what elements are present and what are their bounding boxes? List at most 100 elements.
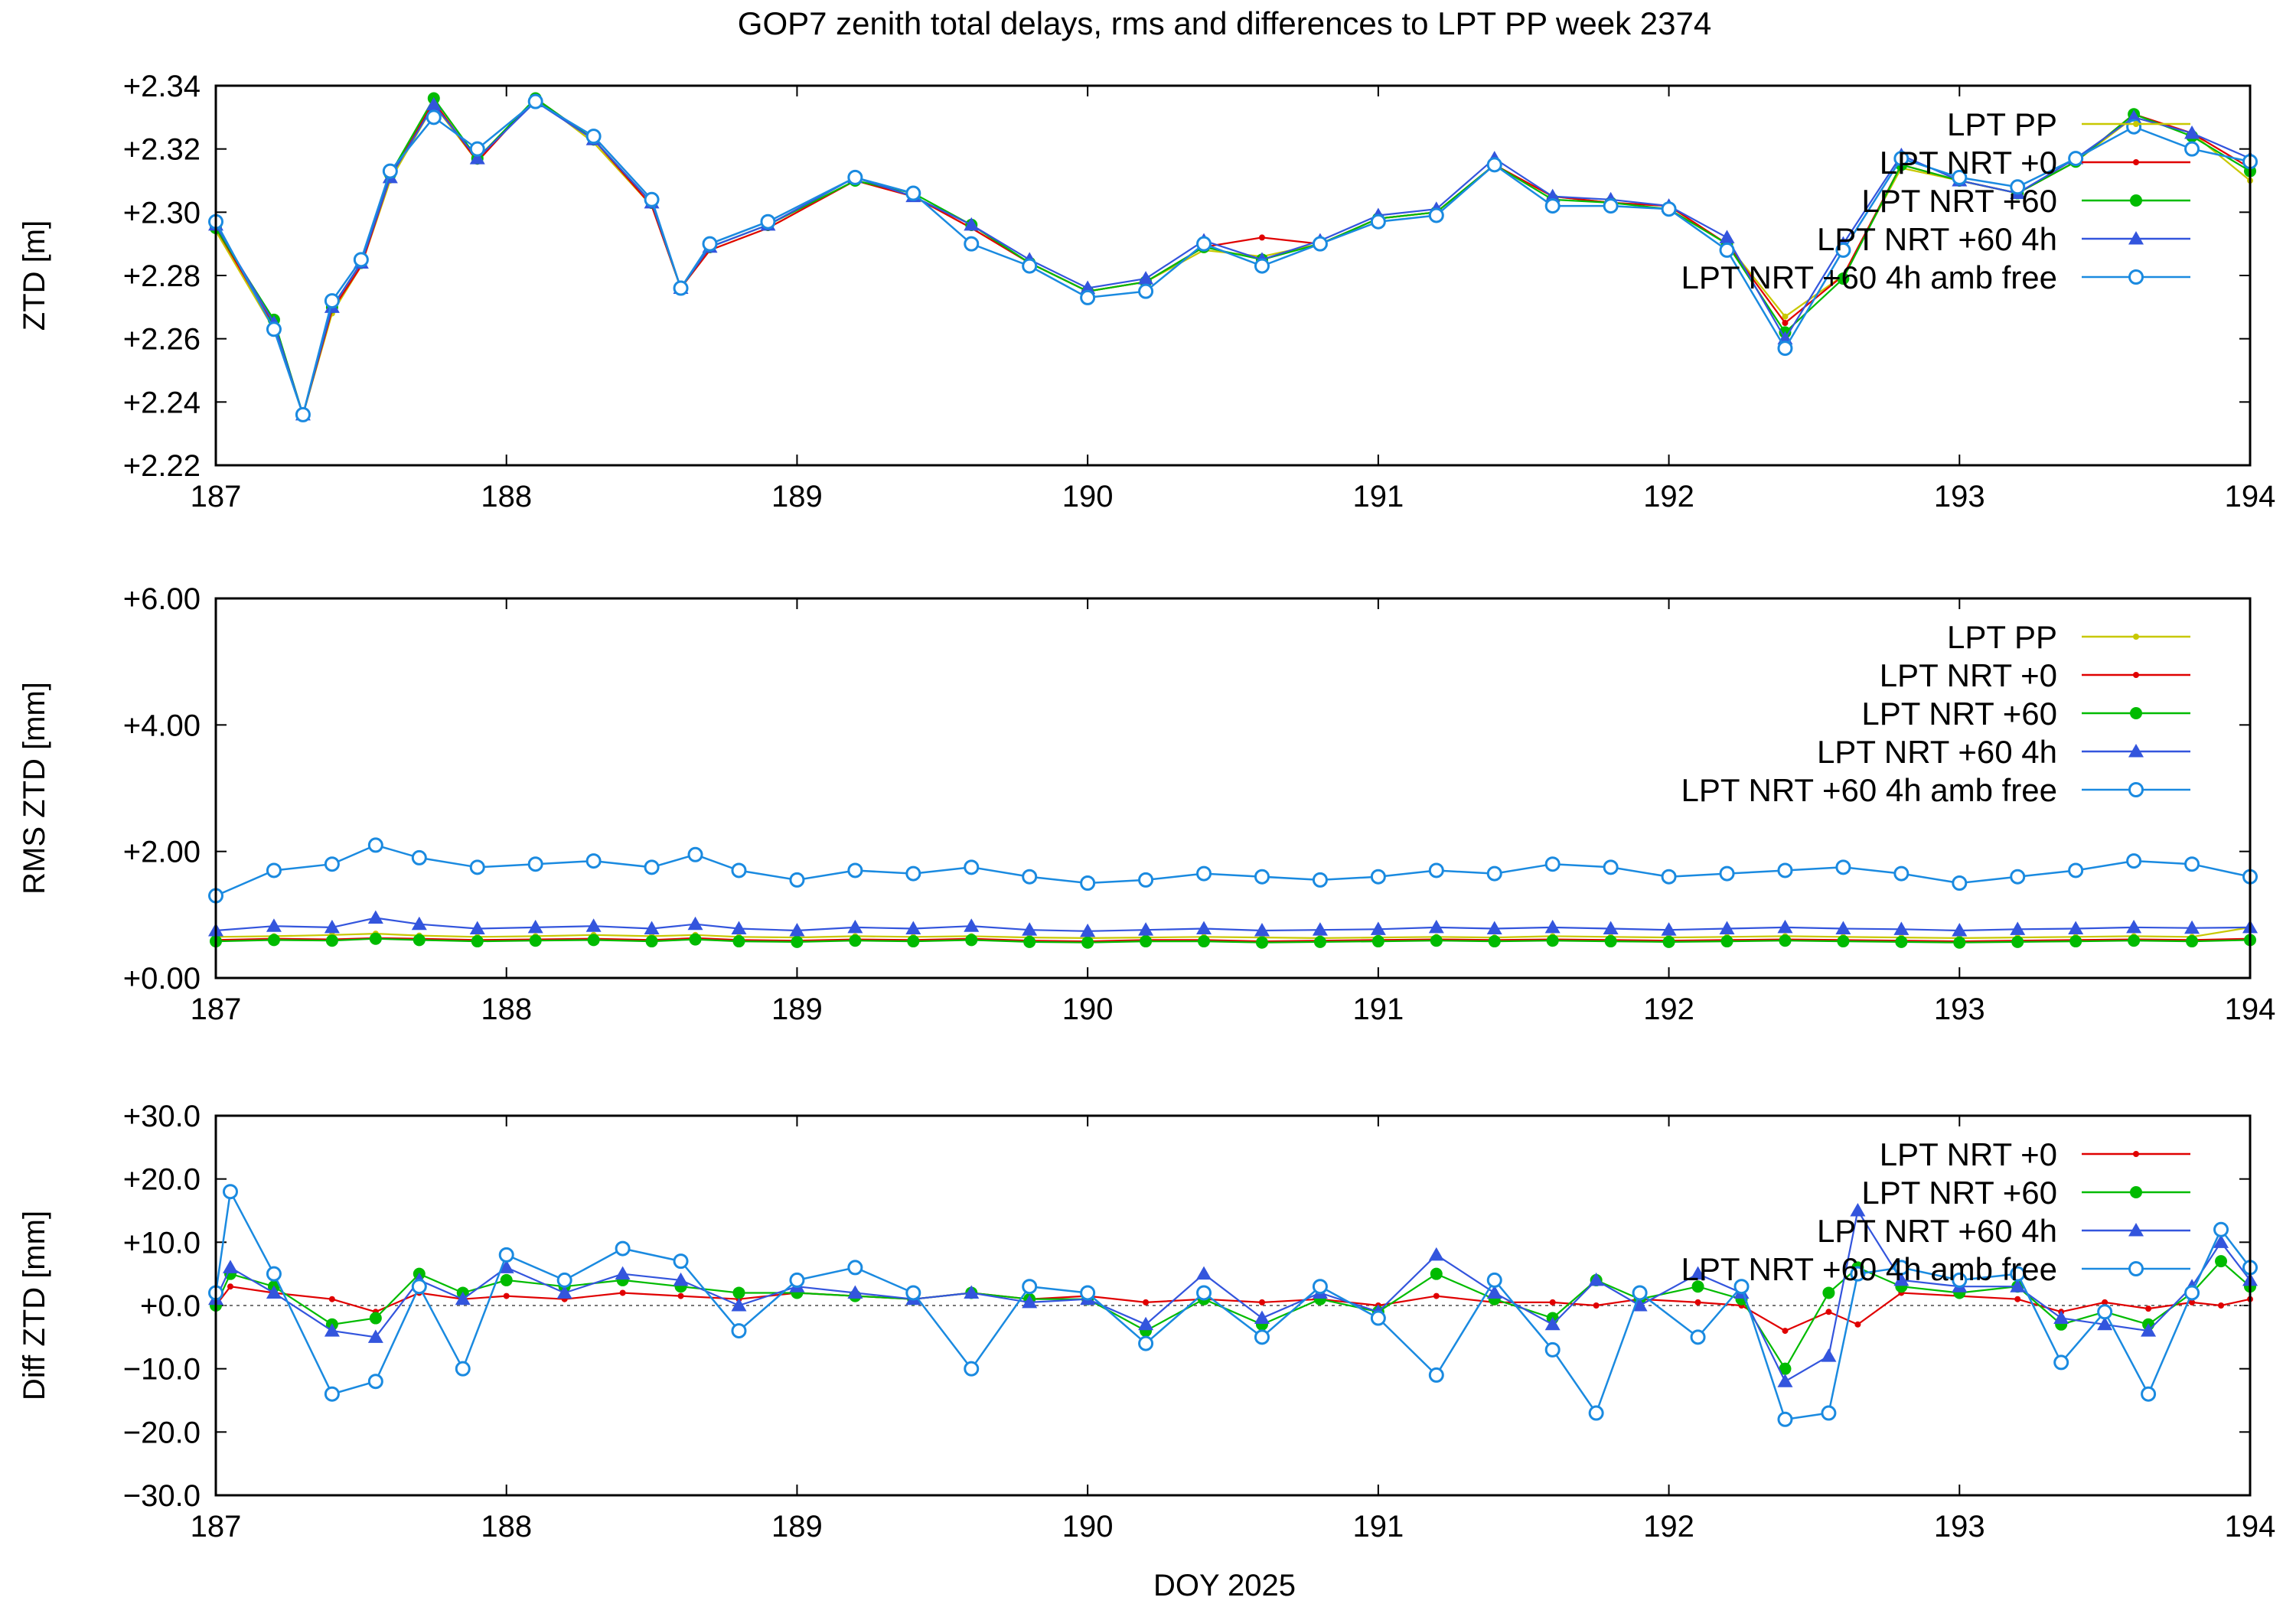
rms-data-point (2126, 919, 2142, 934)
diff-data-point (1825, 1309, 1832, 1315)
diff-data-point (731, 1323, 747, 1339)
rms-data-point (1312, 872, 1328, 888)
rms-data-point (1488, 935, 1501, 948)
diff-data-point (324, 1323, 340, 1337)
rms-data-point (1312, 922, 1328, 936)
diff-data-point (2213, 1221, 2229, 1237)
ztd-x-tick-label: 191 (1352, 480, 1404, 513)
ztd-data-point (1080, 280, 1096, 295)
diff-data-point (1854, 1321, 1861, 1328)
rms-data-point (585, 853, 602, 869)
rms-data-point (1023, 935, 1036, 948)
rms-data-point (1196, 921, 1212, 935)
diff-data-point (2014, 1296, 2021, 1302)
rms-data-point (324, 856, 340, 872)
rms-data-point (1777, 862, 1793, 878)
rms-data-point (469, 859, 485, 875)
rms-series-line (215, 917, 2251, 932)
diff-data-point (1196, 1266, 1212, 1280)
rms-x-tick-label: 188 (481, 993, 532, 1026)
diff-data-point (1258, 1299, 1265, 1305)
rms-data-point (367, 837, 383, 853)
diff-data-point (732, 1286, 745, 1299)
diff-data-point (1312, 1279, 1328, 1295)
rms-data-point (731, 862, 747, 878)
ztd-y-tick-label: +2.34 (123, 70, 201, 103)
rms-data-point (1720, 935, 1733, 948)
rms-data-point (1138, 922, 1154, 936)
diff-data-point (2218, 1302, 2225, 1309)
diff-data-point (2102, 1299, 2108, 1305)
ztd-legend-label: LPT PP (1947, 106, 2057, 142)
rms-series (208, 837, 2258, 904)
rms-data-point (367, 910, 383, 924)
diff-data-point (556, 1285, 572, 1299)
rms-data-point (2010, 921, 2026, 935)
ztd-data-point (527, 93, 543, 109)
ztd-data-point (1782, 313, 1789, 320)
ztd-legend-label: LPT NRT +0 (1880, 145, 2057, 181)
ztd-data-point (1952, 169, 1968, 185)
ztd-data-point (644, 191, 660, 207)
ztd-data-point (1080, 289, 1096, 305)
diff-legend-label: LPT NRT +0 (1880, 1136, 2057, 1172)
diff-data-point (2141, 1386, 2157, 1402)
diff-data-point (455, 1291, 471, 1305)
diff-x-tick-label: 189 (771, 1510, 823, 1543)
rms-data-point (1777, 919, 1793, 934)
rms-data-point (1719, 865, 1735, 882)
ztd-legend-marker (2128, 231, 2144, 245)
ztd-plot-frame (214, 84, 2252, 467)
rms-series (208, 910, 2258, 937)
diff-data-point (324, 1386, 340, 1402)
rms-data-point (1081, 936, 1094, 949)
rms-data-point (1371, 935, 1384, 948)
ztd-x-tick-label: 192 (1643, 480, 1694, 513)
diff-data-point (1080, 1285, 1096, 1301)
ztd-x-tick-label: 189 (771, 480, 823, 513)
rms-data-point (1661, 922, 1677, 936)
rms-x-tick-label: 187 (191, 993, 242, 1026)
rms-data-point (1080, 923, 1096, 937)
rms-data-point (369, 932, 382, 945)
ztd-data-point (382, 163, 398, 179)
ztd-data-point (702, 236, 718, 252)
diff-data-point (1691, 1280, 1704, 1293)
rms-data-point (267, 934, 280, 947)
ztd-x-tick-label: 190 (1062, 480, 1114, 513)
rms-data-point (1313, 935, 1326, 948)
diff-data-point (1544, 1341, 1561, 1358)
diff-data-point (227, 1283, 233, 1290)
ztd-data-point (1782, 320, 1789, 326)
diff-series-line (215, 1286, 2251, 1332)
ztd-data-point (1544, 188, 1561, 203)
diff-data-point (1428, 1367, 1444, 1383)
rms-data-point (2068, 921, 2084, 935)
rms-data-point (645, 935, 658, 948)
rms-data-point (1022, 922, 1038, 936)
ztd-data-point (1837, 272, 1850, 285)
rms-data-point (905, 921, 921, 935)
diff-data-point (677, 1292, 684, 1299)
diff-data-point (847, 1260, 863, 1276)
diff-data-point (1821, 1405, 1837, 1421)
ztd-data-point (1312, 236, 1328, 252)
diff-data-point (1632, 1298, 1648, 1312)
rms-data-point (1952, 923, 1968, 937)
ztd-data-point (2010, 179, 2026, 195)
diff-data-point (367, 1329, 383, 1343)
diff-legend-label: LPT NRT +60 4h amb free (1681, 1251, 2057, 1287)
diff-data-point (1254, 1310, 1270, 1325)
ztd-legend-marker (2133, 121, 2139, 127)
rms-data-point (2011, 935, 2024, 948)
ztd-y-tick-label: +2.30 (123, 196, 201, 230)
ztd-legend-label: LPT NRT +60 4h amb free (1681, 259, 2057, 295)
ztd-data-point (964, 236, 980, 252)
rms-legend-marker (2133, 634, 2139, 640)
rms-data-point (1430, 934, 1443, 947)
diff-data-point (2184, 1285, 2200, 1301)
rms-x-tick-label: 192 (1643, 993, 1694, 1026)
ztd-data-point (1196, 236, 1212, 252)
diff-data-point (556, 1272, 572, 1288)
rms-series-line (215, 844, 2251, 897)
